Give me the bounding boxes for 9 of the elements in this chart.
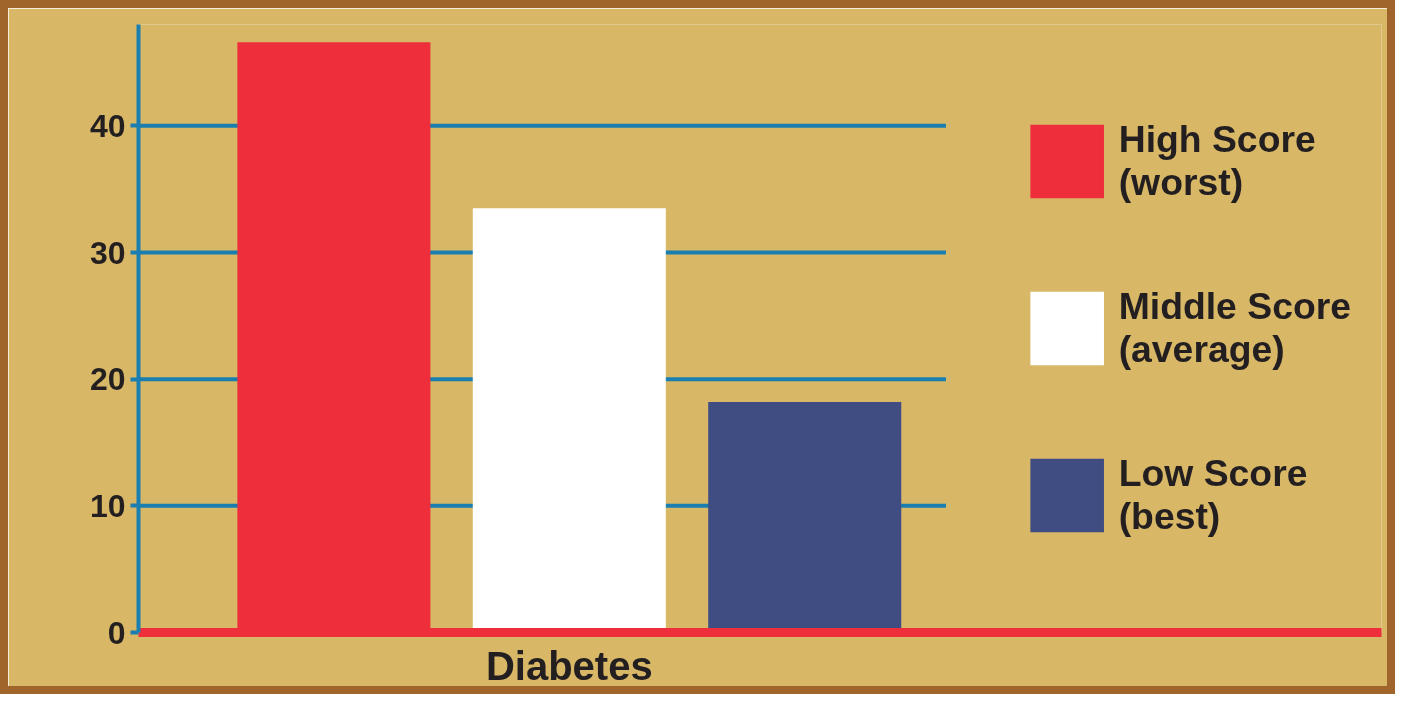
y-tick-label: 30 xyxy=(89,234,126,271)
legend-label: Middle Score (average) xyxy=(1118,285,1351,371)
y-tick-label: 40 xyxy=(89,107,126,144)
y-tick-label: 10 xyxy=(89,487,126,524)
y-tick-label: 20 xyxy=(89,361,126,398)
y-tick-label: 0 xyxy=(107,614,126,651)
x-tick-label: Diabetes xyxy=(485,643,653,688)
legend-label: Low Score (best) xyxy=(1118,452,1308,538)
legend-label: High Score (worst) xyxy=(1118,118,1316,204)
